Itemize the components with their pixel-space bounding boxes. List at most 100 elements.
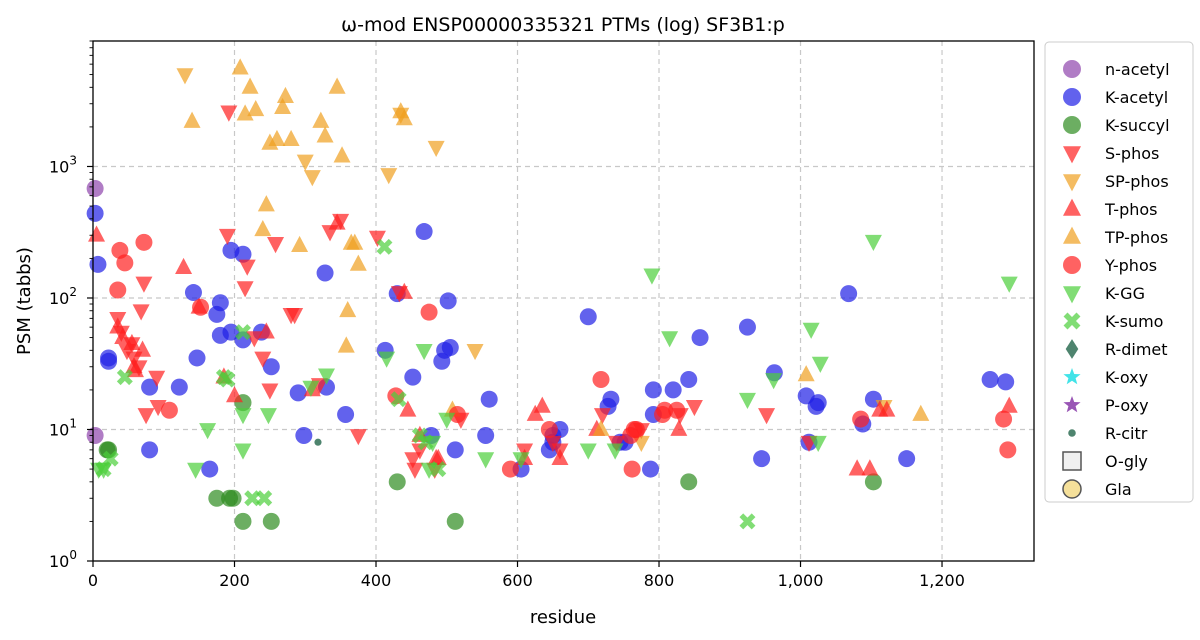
point-tp-phos <box>291 235 309 253</box>
legend-marker-k-gg <box>1063 286 1081 304</box>
point-k-acetyl <box>262 358 280 376</box>
legend-entry-r-dimet: R-dimet <box>1065 339 1168 359</box>
legend-label: K-GG <box>1105 284 1145 303</box>
legend-label: T-phos <box>1104 200 1158 219</box>
point-tp-phos <box>316 126 334 143</box>
legend-marker-k-succyl <box>1063 116 1081 134</box>
legend-label: R-citr <box>1105 424 1148 443</box>
legend-label: K-acetyl <box>1105 88 1168 107</box>
legend-entry-k-succyl: K-succyl <box>1063 116 1170 135</box>
point-s-phos <box>135 276 153 293</box>
point-tp-phos <box>349 254 367 271</box>
point-k-gg <box>187 462 205 479</box>
point-y-phos <box>995 410 1013 428</box>
point-tp-phos <box>337 336 355 353</box>
point-k-gg <box>802 322 820 339</box>
point-k-sumo <box>116 369 133 386</box>
point-k-acetyl <box>184 284 202 302</box>
legend-marker-r-dimet <box>1065 339 1079 359</box>
point-tp-phos <box>282 129 300 147</box>
series-n-acetyl <box>86 180 104 445</box>
point-y-phos <box>540 420 558 438</box>
legend-marker-sp-phos <box>1063 174 1081 192</box>
point-t-phos <box>114 327 132 344</box>
point-k-acetyl <box>480 390 498 408</box>
point-t-phos <box>88 225 106 242</box>
point-k-acetyl <box>997 373 1015 391</box>
point-s-phos <box>137 408 155 425</box>
point-s-phos <box>406 462 424 479</box>
legend-entry-o-gly: O-gly <box>1062 451 1148 471</box>
legend-entry-y-phos: Y-phos <box>1063 256 1157 275</box>
legend-marker-gla <box>1062 479 1082 499</box>
point-k-sumo <box>430 461 447 478</box>
point-s-phos <box>238 259 256 276</box>
point-tp-phos <box>241 77 259 94</box>
point-t-phos <box>257 322 275 339</box>
series-r-citr <box>314 438 322 446</box>
point-k-acetyl <box>404 368 422 386</box>
data-points <box>86 58 1018 530</box>
legend-marker-k-acetyl <box>1063 88 1081 106</box>
point-k-succyl <box>234 512 252 530</box>
point-s-phos <box>286 308 304 325</box>
y-tick-label: 103 <box>49 153 77 176</box>
series-tp-phos <box>183 58 930 436</box>
point-sp-phos <box>296 154 314 171</box>
point-s-phos <box>149 399 167 417</box>
x-tick-label: 800 <box>644 571 675 590</box>
x-tick-label: 1,200 <box>919 571 965 590</box>
legend-marker-tp-phos <box>1063 226 1081 244</box>
point-k-gg <box>661 331 679 348</box>
point-t-phos <box>134 340 152 357</box>
point-k-acetyl <box>579 308 597 326</box>
point-k-sumo <box>235 324 251 341</box>
point-k-succyl <box>864 473 882 491</box>
point-s-phos <box>758 408 776 425</box>
point-y-phos <box>160 401 178 419</box>
legend: n-acetyl K-acetyl K-succyl S-phos SP-phos T-p… <box>1044 41 1194 503</box>
point-tp-phos <box>247 99 265 117</box>
point-k-gg <box>415 343 433 361</box>
point-k-acetyl <box>439 292 457 310</box>
legend-marker-k-oxy <box>1063 368 1081 385</box>
point-k-sumo <box>417 434 434 451</box>
point-tp-phos <box>328 77 346 94</box>
legend-label: SP-phos <box>1105 172 1169 191</box>
point-tp-phos <box>268 129 286 147</box>
legend-label: K-oxy <box>1105 368 1148 387</box>
legend-entry-p-oxy: P-oxy <box>1063 396 1149 415</box>
legend-marker-o-gly <box>1062 451 1082 471</box>
point-s-phos <box>220 105 238 122</box>
point-sp-phos <box>176 68 194 85</box>
point-k-acetyl <box>201 460 219 478</box>
point-t-phos <box>175 257 193 275</box>
point-t-phos <box>670 419 688 436</box>
point-k-acetyl <box>446 441 464 459</box>
point-k-succyl <box>446 512 464 530</box>
point-s-phos <box>218 228 236 246</box>
x-tick-label: 400 <box>361 571 392 590</box>
point-tp-phos <box>346 233 364 250</box>
point-k-acetyl <box>100 349 118 367</box>
series-k-sumo <box>95 238 756 530</box>
point-k-acetyl <box>602 390 620 408</box>
point-t-phos <box>878 400 896 417</box>
point-t-phos <box>399 400 417 417</box>
point-k-acetyl <box>753 450 771 468</box>
point-k-gg <box>477 452 495 469</box>
point-s-phos <box>685 399 703 417</box>
point-tp-phos <box>312 111 330 128</box>
point-t-phos <box>526 404 544 421</box>
point-k-gg <box>811 356 829 373</box>
legend-entry-sp-phos: SP-phos <box>1063 172 1169 192</box>
legend-entry-k-gg: K-GG <box>1063 284 1145 304</box>
legend-entry-n-acetyl: n-acetyl <box>1063 60 1170 79</box>
series-y-phos <box>109 233 1017 478</box>
legend-box <box>1044 41 1194 503</box>
point-t-phos <box>861 459 879 476</box>
legend-marker-k-sumo <box>1063 312 1081 330</box>
point-k-acetyl <box>981 370 999 388</box>
point-y-phos <box>999 441 1017 459</box>
